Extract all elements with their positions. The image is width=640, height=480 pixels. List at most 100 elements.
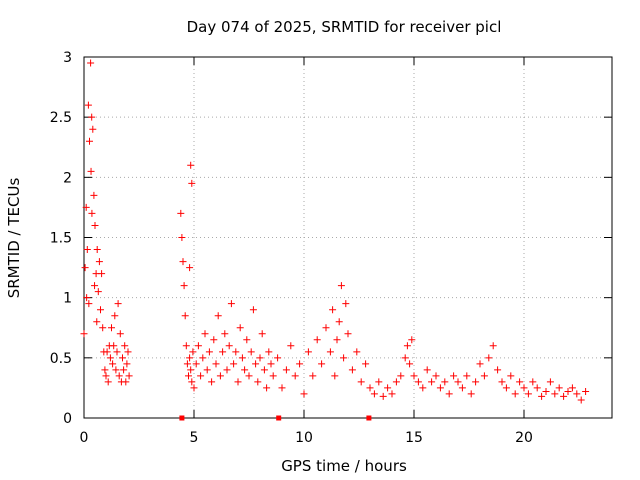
data-point [546,378,554,386]
y-tick-label: 0 [63,411,72,427]
data-point [194,342,202,350]
data-point [93,246,101,254]
data-point [125,372,133,380]
data-point [516,378,524,386]
x-tick-label: 20 [515,430,533,446]
data-point [223,366,231,374]
data-point [269,372,277,380]
data-point [252,360,260,368]
data-points [80,59,590,404]
data-point [454,378,462,386]
data-point [214,312,222,320]
data-point [83,294,91,302]
data-point [241,366,249,374]
data-point [551,390,559,398]
data-point [498,378,506,386]
data-point [86,137,93,145]
y-tick-label: 1 [63,291,72,307]
data-point [254,378,262,386]
data-point [419,384,427,392]
data-point [256,354,264,362]
data-point [467,390,475,398]
data-point [533,384,541,392]
data-point [83,246,91,254]
data-point [238,354,246,362]
data-point [98,270,106,278]
data-point [90,191,98,199]
data-point [342,300,350,308]
data-point [524,390,532,398]
data-point [180,282,188,290]
data-point [260,366,268,374]
data-point [267,360,275,368]
data-point [225,342,233,350]
data-point [103,348,111,356]
gap-marker [366,415,372,421]
data-point [502,384,510,392]
data-point [408,336,416,344]
y-tick-label: 0.5 [50,351,72,367]
data-point [227,300,235,308]
data-point [353,348,361,356]
data-point [188,378,196,386]
data-point [472,378,480,386]
data-point [104,378,112,386]
data-point [95,258,103,266]
data-point [189,348,197,356]
data-point [529,378,537,386]
data-point [181,312,189,320]
data-point [115,372,123,380]
y-tick-label: 3 [63,50,72,66]
data-point [401,354,409,362]
data-point [432,372,440,380]
data-point [84,101,92,109]
data-point [331,372,339,380]
data-point [199,354,207,362]
data-point [187,366,195,374]
data-point [121,342,129,350]
data-point [445,390,453,398]
data-point [212,360,220,368]
data-point [300,390,308,398]
data-point [263,384,271,392]
data-point [265,348,273,356]
data-point [489,342,497,350]
data-point [89,125,97,133]
data-point [230,360,238,368]
data-point [116,330,124,338]
data-point [108,324,115,332]
y-tick-label: 2.5 [50,110,72,126]
data-point [183,360,191,368]
data-point [423,366,431,374]
data-point [403,342,411,350]
data-point [197,372,205,380]
data-point [102,372,110,380]
data-point [428,378,436,386]
data-point [101,366,109,374]
data-point [123,360,131,368]
data-point [577,396,585,404]
gap-marker [276,415,282,421]
data-point [187,161,195,169]
data-point [205,348,213,356]
data-point [99,324,107,332]
data-point [203,366,211,374]
gap-markers [179,415,372,421]
data-point [329,306,337,314]
data-point [397,372,405,380]
data-point [80,330,88,338]
grid-lines [84,57,612,418]
data-point [344,330,352,338]
data-point [85,300,93,308]
data-point [388,390,396,398]
data-point [296,360,304,368]
data-point [210,336,218,344]
data-point [82,203,90,211]
data-point [441,378,449,386]
y-tick-label: 2 [63,170,72,186]
data-point [511,390,519,398]
data-point [582,388,590,396]
data-point [406,360,414,368]
y-axis-ticks: 0 0.5 1 1.5 2 2.5 3 [50,50,612,427]
